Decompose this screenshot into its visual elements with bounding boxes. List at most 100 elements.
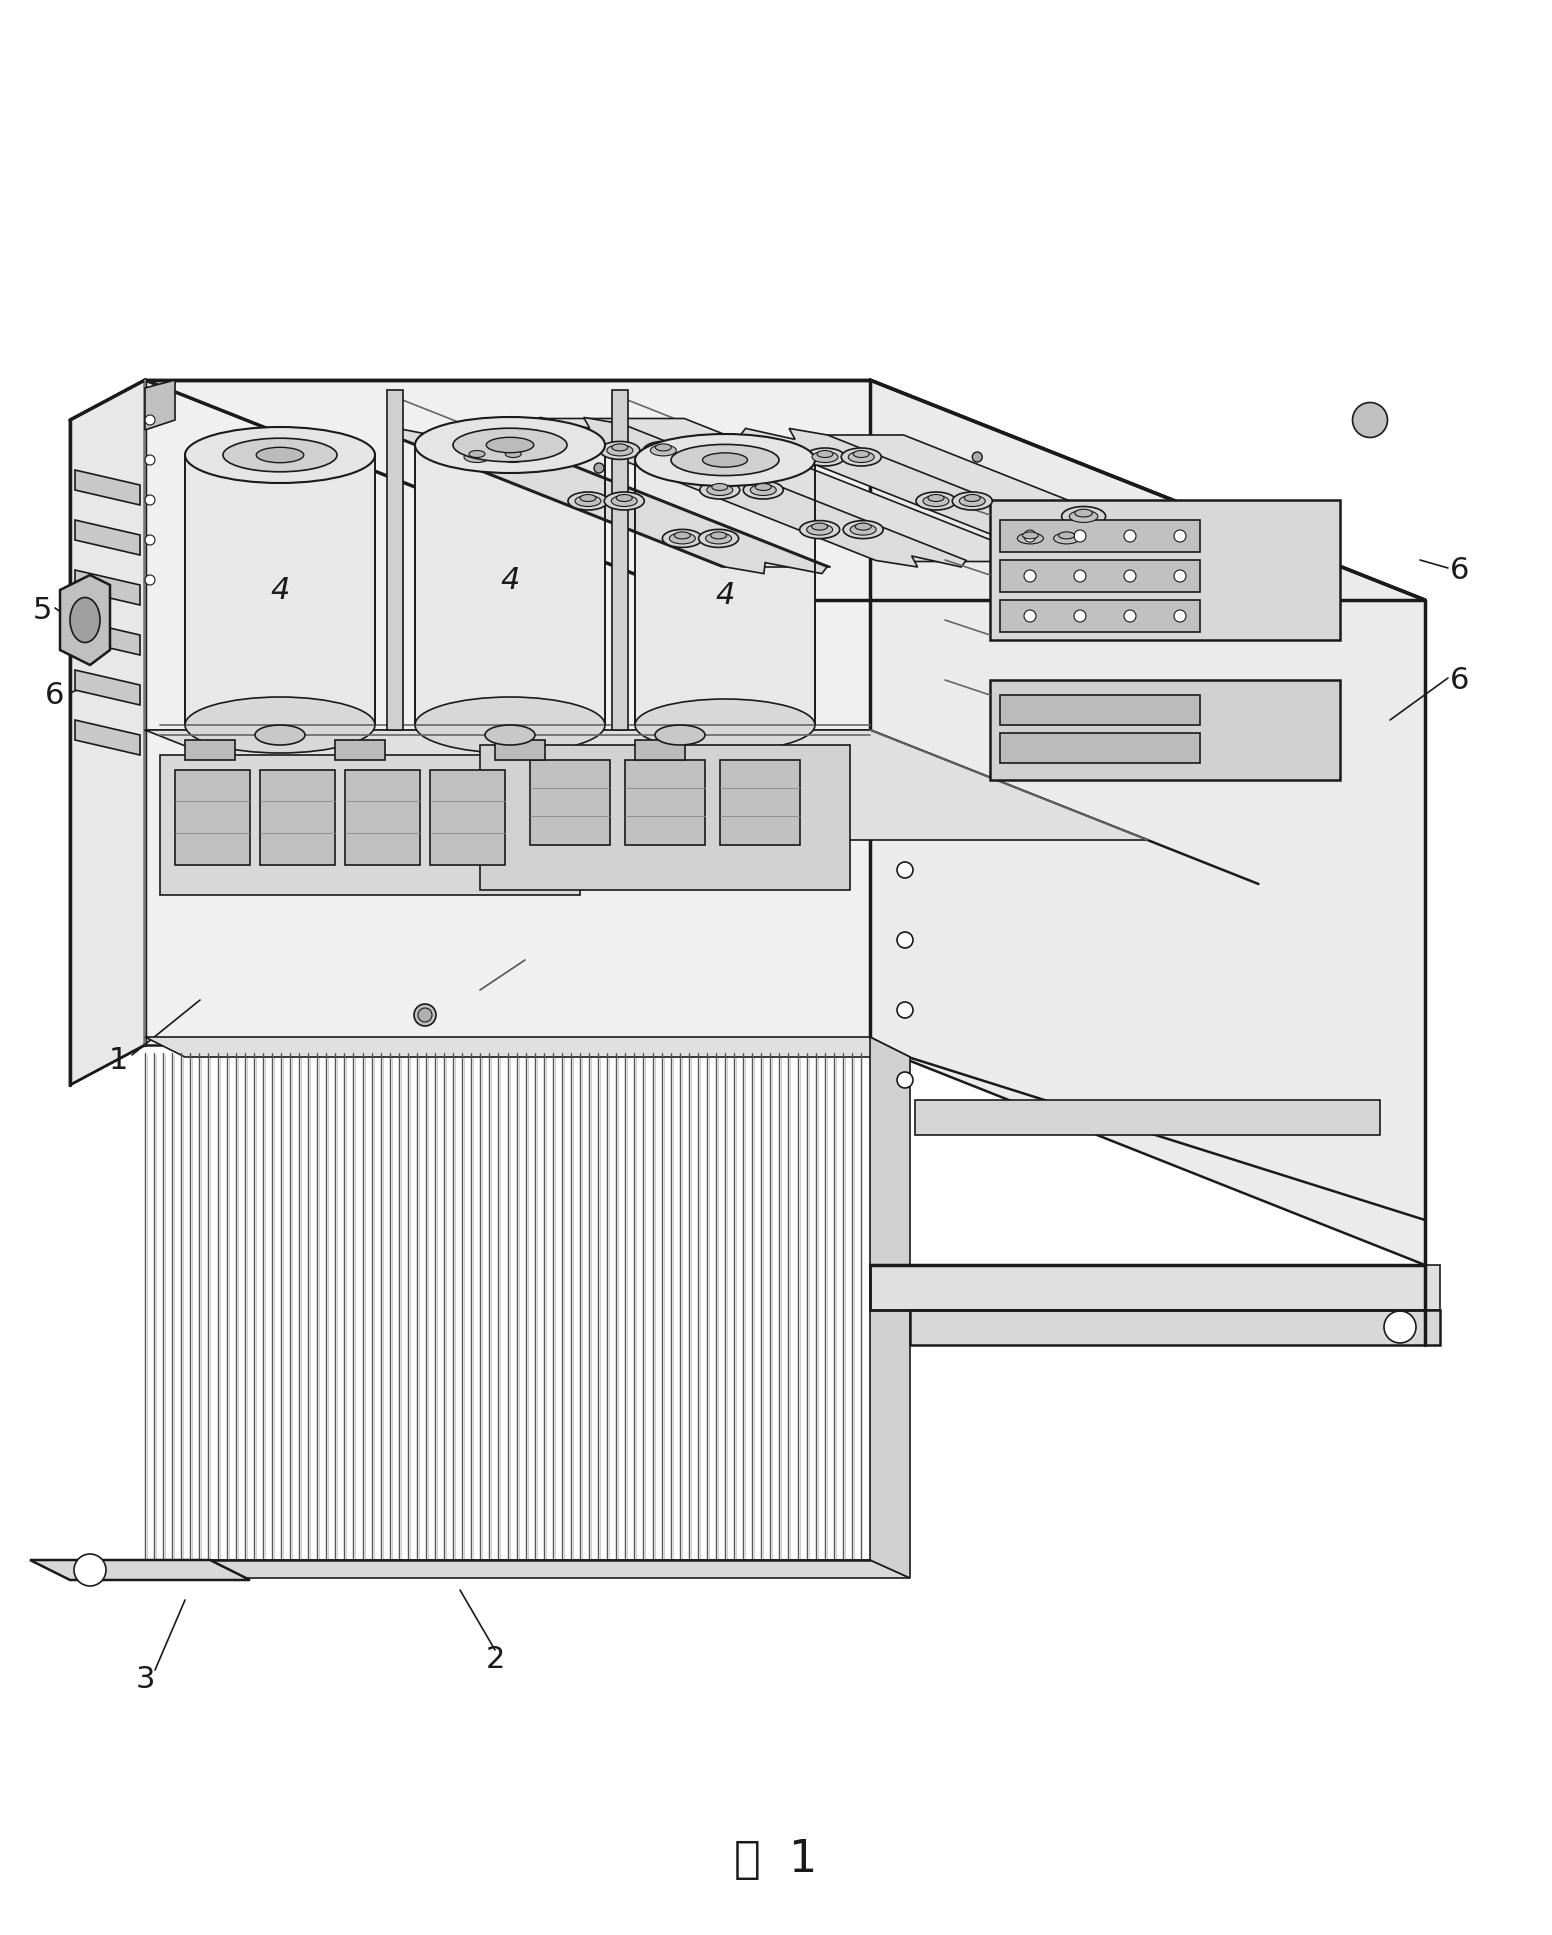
Circle shape [144, 575, 155, 584]
Ellipse shape [484, 726, 535, 745]
Polygon shape [480, 745, 850, 890]
Ellipse shape [712, 484, 728, 490]
Polygon shape [909, 1310, 1440, 1345]
Ellipse shape [500, 451, 526, 462]
Polygon shape [999, 559, 1200, 592]
Polygon shape [61, 575, 110, 666]
Ellipse shape [469, 451, 484, 457]
Ellipse shape [959, 495, 986, 507]
Ellipse shape [506, 451, 521, 457]
Circle shape [897, 861, 913, 878]
Polygon shape [144, 379, 871, 1045]
Ellipse shape [644, 441, 683, 459]
Circle shape [782, 462, 793, 472]
Polygon shape [74, 571, 140, 606]
Ellipse shape [453, 428, 566, 462]
Ellipse shape [807, 524, 833, 536]
Circle shape [1173, 610, 1186, 621]
Polygon shape [144, 379, 871, 1045]
Polygon shape [74, 670, 140, 704]
Ellipse shape [255, 726, 306, 745]
Ellipse shape [812, 522, 827, 530]
Ellipse shape [743, 482, 784, 499]
Ellipse shape [414, 1004, 436, 1026]
Circle shape [1074, 610, 1086, 621]
Polygon shape [999, 521, 1200, 551]
Polygon shape [390, 435, 830, 567]
Circle shape [594, 462, 604, 472]
Text: 4: 4 [715, 580, 734, 610]
Text: 1: 1 [109, 1045, 127, 1074]
Ellipse shape [1023, 532, 1038, 540]
Ellipse shape [1076, 509, 1093, 517]
Ellipse shape [1352, 402, 1387, 437]
Text: 6: 6 [45, 681, 65, 710]
Text: 4: 4 [270, 575, 290, 604]
Ellipse shape [185, 697, 376, 753]
Ellipse shape [706, 532, 731, 544]
Polygon shape [144, 1560, 909, 1579]
Ellipse shape [669, 532, 695, 544]
Ellipse shape [923, 495, 948, 507]
Circle shape [1173, 571, 1186, 582]
Polygon shape [529, 760, 610, 846]
Ellipse shape [414, 418, 605, 472]
Ellipse shape [417, 1008, 431, 1022]
Ellipse shape [670, 445, 779, 476]
Ellipse shape [655, 726, 705, 745]
Ellipse shape [843, 521, 883, 538]
Ellipse shape [1054, 532, 1080, 544]
Ellipse shape [616, 495, 632, 501]
Polygon shape [916, 1099, 1380, 1136]
Ellipse shape [703, 453, 748, 466]
Ellipse shape [916, 491, 956, 511]
Polygon shape [185, 739, 234, 760]
Ellipse shape [1018, 532, 1043, 544]
Polygon shape [740, 428, 1161, 573]
Ellipse shape [568, 491, 608, 511]
Polygon shape [625, 760, 705, 846]
Ellipse shape [611, 495, 638, 507]
Circle shape [1024, 530, 1037, 542]
Ellipse shape [580, 495, 596, 501]
Ellipse shape [1062, 507, 1105, 526]
Text: 4: 4 [500, 565, 520, 594]
Polygon shape [430, 770, 504, 865]
Polygon shape [74, 470, 140, 505]
Ellipse shape [185, 428, 376, 484]
Circle shape [144, 414, 155, 426]
Polygon shape [909, 1265, 1440, 1310]
Polygon shape [531, 418, 967, 567]
Polygon shape [185, 455, 376, 726]
Polygon shape [386, 391, 404, 729]
Polygon shape [144, 729, 1147, 840]
Circle shape [897, 1072, 913, 1087]
Ellipse shape [805, 449, 844, 466]
Circle shape [144, 495, 155, 505]
Circle shape [1193, 540, 1204, 550]
Ellipse shape [223, 437, 337, 472]
Polygon shape [144, 1037, 909, 1057]
Polygon shape [635, 461, 815, 726]
Circle shape [1074, 530, 1086, 542]
Polygon shape [261, 770, 335, 865]
Ellipse shape [1010, 530, 1051, 548]
Circle shape [1124, 571, 1136, 582]
Polygon shape [74, 720, 140, 755]
Polygon shape [335, 739, 385, 760]
Circle shape [1024, 610, 1037, 621]
Ellipse shape [698, 530, 739, 548]
Ellipse shape [1069, 511, 1097, 522]
Circle shape [1124, 610, 1136, 621]
Ellipse shape [711, 532, 726, 540]
Ellipse shape [816, 451, 833, 457]
Ellipse shape [70, 598, 99, 642]
Ellipse shape [464, 451, 490, 462]
Ellipse shape [650, 445, 677, 457]
Polygon shape [29, 1560, 250, 1581]
Ellipse shape [456, 449, 497, 466]
Ellipse shape [799, 521, 840, 538]
Polygon shape [525, 418, 1044, 561]
Polygon shape [414, 445, 605, 726]
Polygon shape [990, 499, 1339, 640]
